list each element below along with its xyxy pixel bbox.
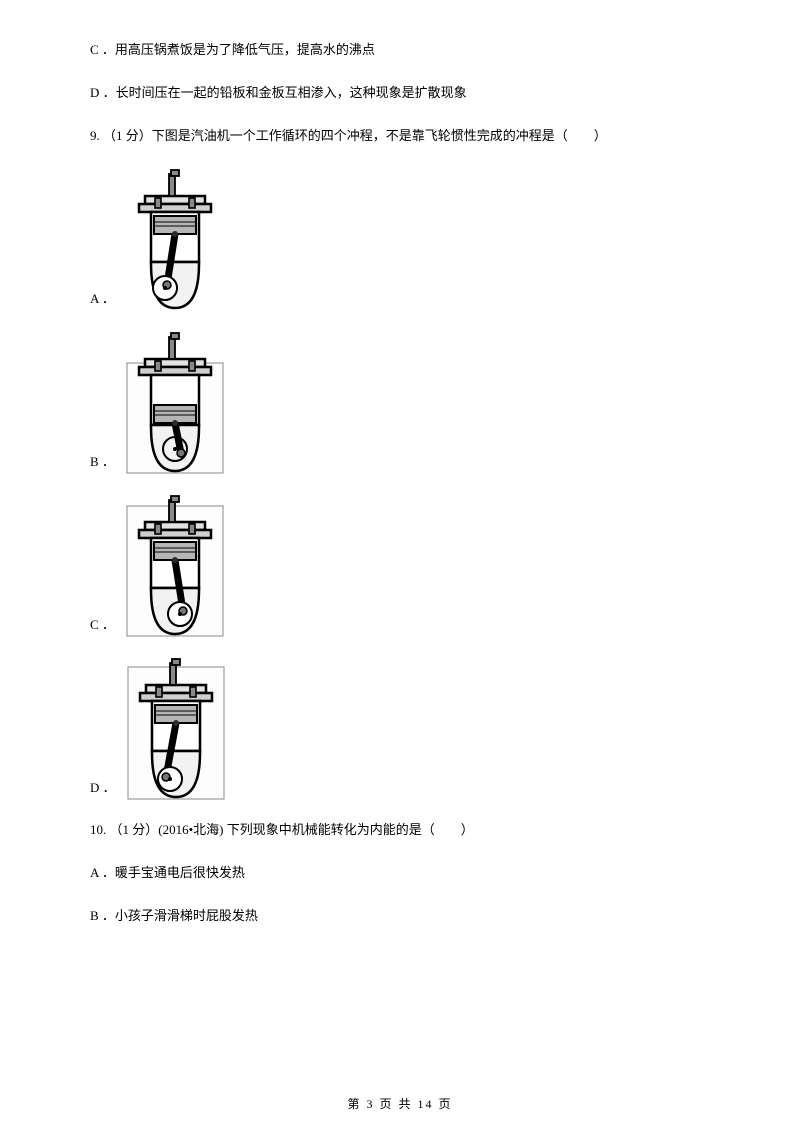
engine-figure-a (125, 168, 225, 313)
q10-stem: 10. （1 分）(2016•北海) 下列现象中机械能转化为内能的是（ ） (90, 820, 710, 841)
exam-page: C ．用高压锅煮饭是为了降低气压，提高水的沸点 D ．长时间压在一起的铅板和金板… (0, 0, 800, 1132)
q9-option-b-label: B ． (90, 452, 115, 477)
q9-option-b-row: B ． (90, 331, 710, 476)
q9-stem: 9. （1 分）下图是汽油机一个工作循环的四个冲程，不是靠飞轮惯性完成的冲程是（… (90, 126, 710, 147)
engine-figure-b (125, 331, 225, 476)
q9-option-c-label: C ． (90, 615, 115, 640)
prior-option-c: C ．用高压锅煮饭是为了降低气压，提高水的沸点 (90, 40, 710, 61)
engine-figure-d (126, 657, 226, 802)
q9-option-d-label: D ． (90, 778, 116, 803)
q9-option-d-row: D ． (90, 657, 710, 802)
q9-option-a-label: A ． (90, 289, 115, 314)
engine-svg-c (125, 494, 225, 639)
prior-option-d: D ．长时间压在一起的铅板和金板互相渗入，这种现象是扩散现象 (90, 83, 710, 104)
q9-option-a-row: A ． (90, 168, 710, 313)
page-footer: 第 3 页 共 14 页 (0, 1095, 800, 1114)
q10-option-b: B ．小孩子滑滑梯时屁股发热 (90, 906, 710, 927)
q9-option-c-row: C ． (90, 494, 710, 639)
engine-svg-b (125, 331, 225, 476)
engine-svg-d (126, 657, 226, 802)
q10-option-a: A ．暖手宝通电后很快发热 (90, 863, 710, 884)
engine-svg-a (125, 168, 225, 313)
engine-figure-c (125, 494, 225, 639)
